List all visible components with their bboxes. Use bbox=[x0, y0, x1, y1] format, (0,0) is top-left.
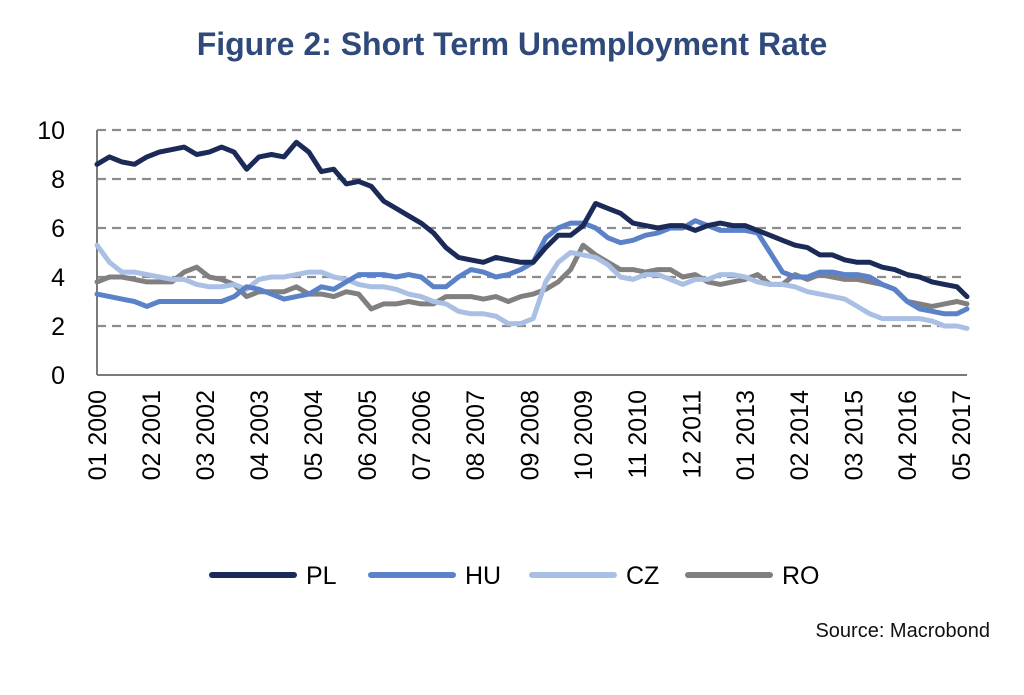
chart-title: Figure 2: Short Term Unemployment Rate bbox=[196, 26, 828, 62]
x-tick-label: 04 2016 bbox=[894, 390, 922, 480]
x-tick-label: 08 2007 bbox=[462, 390, 490, 480]
legend-label-ro: RO bbox=[782, 562, 820, 590]
y-axis-ticks: 0 2 4 6 8 10 bbox=[37, 117, 65, 390]
y-tick-label: 6 bbox=[51, 215, 65, 243]
x-tick-label: 03 2002 bbox=[192, 390, 220, 480]
x-tick-label: 07 2006 bbox=[408, 390, 436, 480]
legend-label-hu: HU bbox=[465, 562, 501, 590]
series-lines bbox=[94, 139, 970, 331]
x-tick-label: 12 2011 bbox=[678, 390, 706, 479]
x-tick-label: 02 2014 bbox=[786, 390, 814, 480]
x-axis-ticks: 01 2000 02 2001 03 2002 04 2003 05 2004 06 20… bbox=[84, 390, 976, 480]
x-tick-label: 04 2003 bbox=[246, 390, 274, 480]
x-tick-label: 01 2013 bbox=[732, 390, 760, 480]
y-tick-label: 10 bbox=[37, 117, 65, 145]
x-tick-label: 06 2005 bbox=[354, 390, 382, 480]
source-note: Source: Macrobond bbox=[815, 620, 990, 642]
y-tick-label: 0 bbox=[51, 362, 65, 390]
x-tick-label: 11 2010 bbox=[624, 390, 652, 479]
legend-label-pl: PL bbox=[306, 562, 337, 590]
y-tick-label: 4 bbox=[51, 264, 65, 292]
y-tick-label: 2 bbox=[51, 313, 65, 341]
x-tick-label: 02 2001 bbox=[138, 390, 166, 480]
x-tick-label: 10 2009 bbox=[570, 390, 598, 480]
series-line-pl bbox=[94, 139, 970, 300]
x-tick-label: 03 2015 bbox=[840, 390, 868, 480]
x-tick-label: 01 2000 bbox=[84, 390, 112, 480]
legend: PL HU CZ RO bbox=[209, 562, 820, 590]
x-tick-label: 09 2008 bbox=[516, 390, 544, 480]
axes bbox=[96, 130, 967, 376]
x-tick-label: 05 2004 bbox=[300, 390, 328, 480]
legend-label-cz: CZ bbox=[626, 562, 659, 590]
y-tick-label: 8 bbox=[51, 166, 65, 194]
x-tick-label: 05 2017 bbox=[948, 390, 976, 480]
